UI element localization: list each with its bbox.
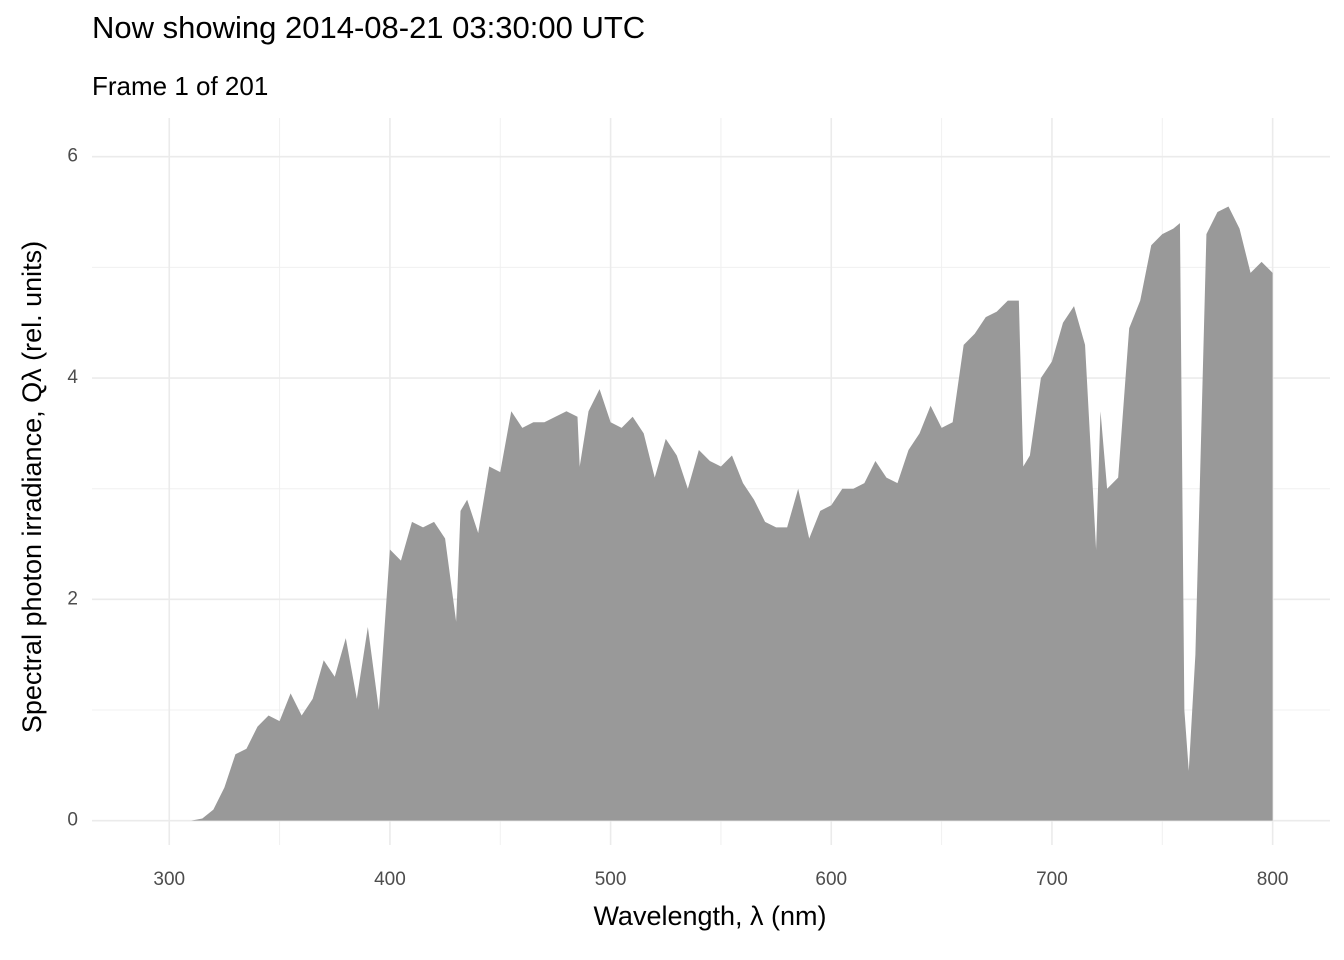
x-tick-label: 400 <box>374 869 406 890</box>
chart-subtitle: Frame 1 of 201 <box>92 71 268 101</box>
chart-title: Now showing 2014-08-21 03:30:00 UTC <box>92 10 645 45</box>
x-tick-label: 800 <box>1257 869 1289 890</box>
ticks: 300 400 500 600 700 800 0 2 4 6 <box>67 146 1288 890</box>
marks <box>169 206 1273 821</box>
x-tick-label: 500 <box>595 869 627 890</box>
y-tick-label: 4 <box>67 367 78 388</box>
x-axis-label: Wavelength, λ (nm) <box>593 901 826 931</box>
x-tick-label: 600 <box>815 869 847 890</box>
y-axis-label: Spectral photon irradiance, Qλ (rel. uni… <box>17 241 47 733</box>
area <box>169 206 1273 821</box>
y-tick-label: 0 <box>67 810 78 831</box>
x-tick-label: 700 <box>1036 869 1068 890</box>
y-tick-label: 2 <box>67 588 78 609</box>
x-tick-label: 300 <box>153 869 185 890</box>
y-tick-label: 6 <box>67 146 78 167</box>
